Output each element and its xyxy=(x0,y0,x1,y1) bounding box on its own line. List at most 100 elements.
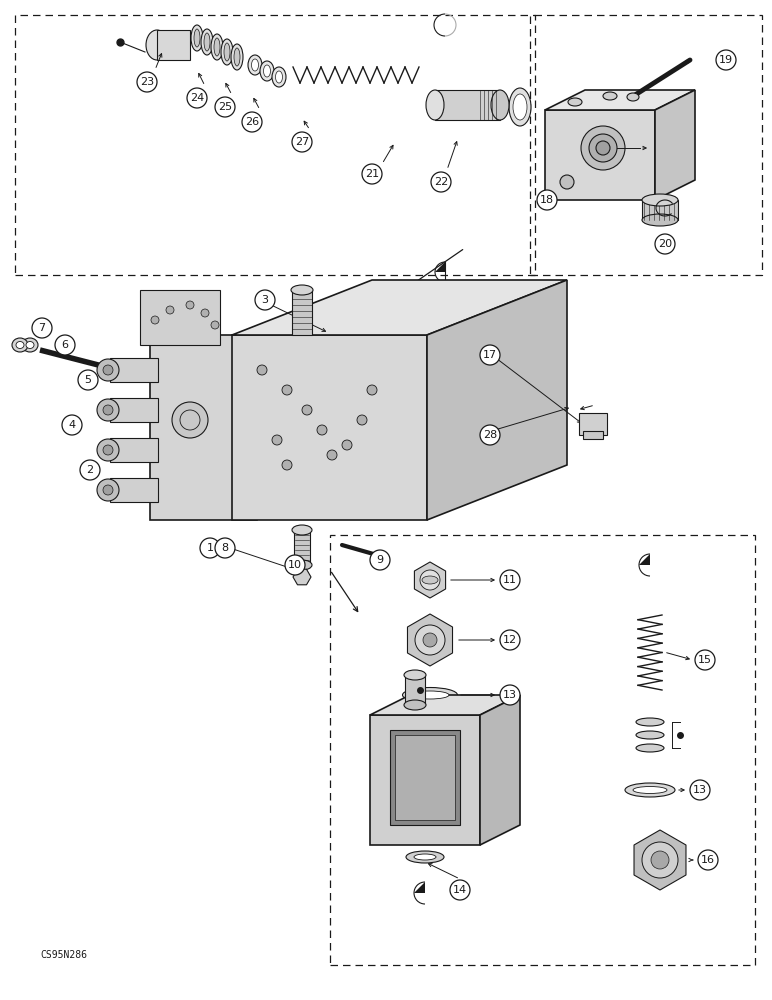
Circle shape xyxy=(317,425,327,435)
Text: 16: 16 xyxy=(701,855,715,865)
Bar xyxy=(435,90,500,120)
Circle shape xyxy=(302,405,312,415)
Polygon shape xyxy=(415,562,445,598)
Ellipse shape xyxy=(509,88,531,126)
Polygon shape xyxy=(480,695,520,845)
Circle shape xyxy=(698,850,718,870)
Circle shape xyxy=(215,538,235,558)
Circle shape xyxy=(342,440,352,450)
Circle shape xyxy=(187,88,207,108)
Ellipse shape xyxy=(642,194,678,206)
Circle shape xyxy=(97,399,119,421)
Text: 6: 6 xyxy=(62,340,69,350)
Text: 13: 13 xyxy=(503,690,517,700)
Text: 2: 2 xyxy=(86,465,93,475)
Circle shape xyxy=(151,316,159,324)
Text: 12: 12 xyxy=(503,635,517,645)
Text: 10: 10 xyxy=(288,560,302,570)
Circle shape xyxy=(367,385,377,395)
Circle shape xyxy=(257,365,267,375)
Circle shape xyxy=(362,164,382,184)
Bar xyxy=(110,398,158,422)
Ellipse shape xyxy=(625,783,675,797)
Circle shape xyxy=(55,335,75,355)
Circle shape xyxy=(596,141,610,155)
Circle shape xyxy=(103,445,113,455)
Ellipse shape xyxy=(411,691,449,699)
Text: 21: 21 xyxy=(365,169,379,179)
Circle shape xyxy=(80,460,100,480)
Ellipse shape xyxy=(26,342,34,349)
Circle shape xyxy=(285,555,305,575)
Ellipse shape xyxy=(248,55,262,75)
Circle shape xyxy=(716,50,736,70)
Polygon shape xyxy=(293,569,311,585)
Ellipse shape xyxy=(214,38,220,56)
Polygon shape xyxy=(435,262,445,272)
Circle shape xyxy=(560,175,574,189)
Circle shape xyxy=(211,321,219,329)
Circle shape xyxy=(97,479,119,501)
Polygon shape xyxy=(427,280,567,520)
Ellipse shape xyxy=(627,93,639,101)
Text: 17: 17 xyxy=(483,350,497,360)
Circle shape xyxy=(282,385,292,395)
Ellipse shape xyxy=(292,525,312,535)
Circle shape xyxy=(581,126,625,170)
Bar xyxy=(583,431,603,439)
Text: CS95N286: CS95N286 xyxy=(40,950,87,960)
Circle shape xyxy=(480,425,500,445)
Circle shape xyxy=(200,538,220,558)
Bar xyxy=(110,478,158,502)
Ellipse shape xyxy=(276,71,283,83)
Circle shape xyxy=(500,685,520,705)
Ellipse shape xyxy=(201,29,213,55)
Circle shape xyxy=(282,460,292,470)
Bar xyxy=(545,110,655,200)
Text: 11: 11 xyxy=(503,575,517,585)
Polygon shape xyxy=(639,554,650,565)
Ellipse shape xyxy=(633,786,667,794)
Circle shape xyxy=(166,306,174,314)
Circle shape xyxy=(97,359,119,381)
Ellipse shape xyxy=(221,39,233,65)
Polygon shape xyxy=(634,830,686,890)
Ellipse shape xyxy=(568,98,582,106)
Bar xyxy=(579,413,607,435)
Ellipse shape xyxy=(636,744,664,752)
Circle shape xyxy=(215,97,235,117)
Circle shape xyxy=(415,625,445,655)
Bar xyxy=(232,335,427,520)
Ellipse shape xyxy=(263,65,270,77)
Bar xyxy=(150,335,257,520)
Circle shape xyxy=(78,370,98,390)
Circle shape xyxy=(695,650,715,670)
Circle shape xyxy=(186,301,194,309)
Text: 9: 9 xyxy=(377,555,384,565)
Ellipse shape xyxy=(426,90,444,120)
Bar xyxy=(530,15,762,275)
Ellipse shape xyxy=(260,61,274,81)
Circle shape xyxy=(255,290,275,310)
Bar xyxy=(110,358,158,382)
Text: 20: 20 xyxy=(658,239,672,249)
Circle shape xyxy=(62,415,82,435)
Bar xyxy=(370,715,480,845)
Circle shape xyxy=(651,851,669,869)
Circle shape xyxy=(480,345,500,365)
Text: 3: 3 xyxy=(262,295,269,305)
Ellipse shape xyxy=(146,30,168,60)
Ellipse shape xyxy=(603,92,617,100)
Text: 25: 25 xyxy=(218,102,232,112)
Ellipse shape xyxy=(636,731,664,739)
Bar xyxy=(390,730,460,825)
Ellipse shape xyxy=(234,48,240,66)
Text: 4: 4 xyxy=(69,420,76,430)
Ellipse shape xyxy=(406,851,444,863)
Ellipse shape xyxy=(16,342,24,349)
Circle shape xyxy=(370,550,390,570)
Text: 23: 23 xyxy=(140,77,154,87)
Circle shape xyxy=(373,552,381,560)
Ellipse shape xyxy=(491,90,509,120)
Circle shape xyxy=(103,365,113,375)
